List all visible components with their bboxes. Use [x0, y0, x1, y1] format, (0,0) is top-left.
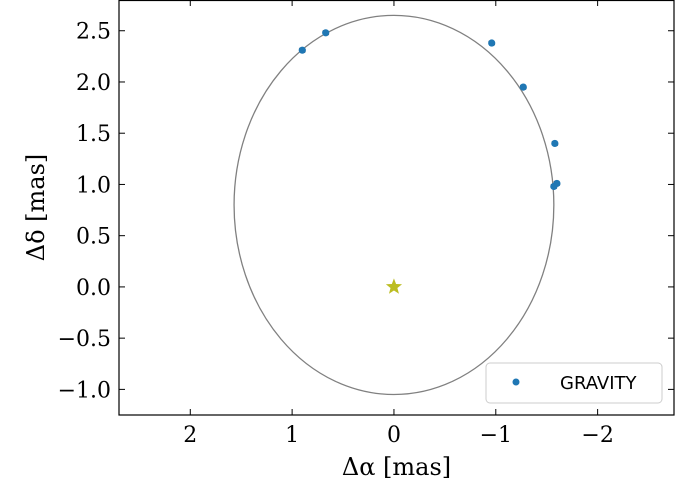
y-axis-label: Δδ [mas]: [22, 154, 50, 262]
star-icon: [385, 278, 403, 294]
y-tick-label: −0.5: [58, 327, 111, 352]
x-axis: 2 1 0 −1 −2: [183, 0, 614, 448]
legend-marker: [512, 378, 520, 386]
x-tick-label: −2: [581, 423, 613, 448]
y-tick-label: 2.5: [76, 20, 111, 45]
y-tick-label: −1.0: [58, 378, 111, 403]
x-tick-label: 2: [183, 423, 197, 448]
y-axis: −1.0 −0.5 0.0 0.5 1.0 1.5 2.0 2.5: [58, 20, 674, 403]
x-axis-label: Δα [mas]: [342, 453, 451, 481]
plot-frame: [118, 0, 675, 416]
y-tick-label: 0.0: [76, 276, 111, 301]
x-tick-label: 1: [285, 423, 299, 448]
legend-label: GRAVITY: [560, 373, 638, 394]
orbit-ellipse: [233, 14, 555, 396]
x-tick-label: 0: [387, 423, 401, 448]
data-point: [298, 46, 306, 54]
plot-area: [118, 0, 675, 416]
data-point: [322, 29, 330, 37]
data-point: [551, 139, 559, 148]
legend: GRAVITY: [485, 362, 663, 404]
data-point: [550, 182, 558, 191]
y-tick-label: 1.5: [76, 122, 111, 147]
data-point: [488, 39, 496, 47]
y-tick-label: 1.0: [76, 173, 111, 198]
data-point: [519, 83, 527, 91]
y-tick-label: 0.5: [76, 225, 111, 250]
y-tick-label: 2.0: [76, 71, 111, 96]
x-tick-label: −1: [480, 423, 512, 448]
legend-box: [485, 362, 663, 404]
